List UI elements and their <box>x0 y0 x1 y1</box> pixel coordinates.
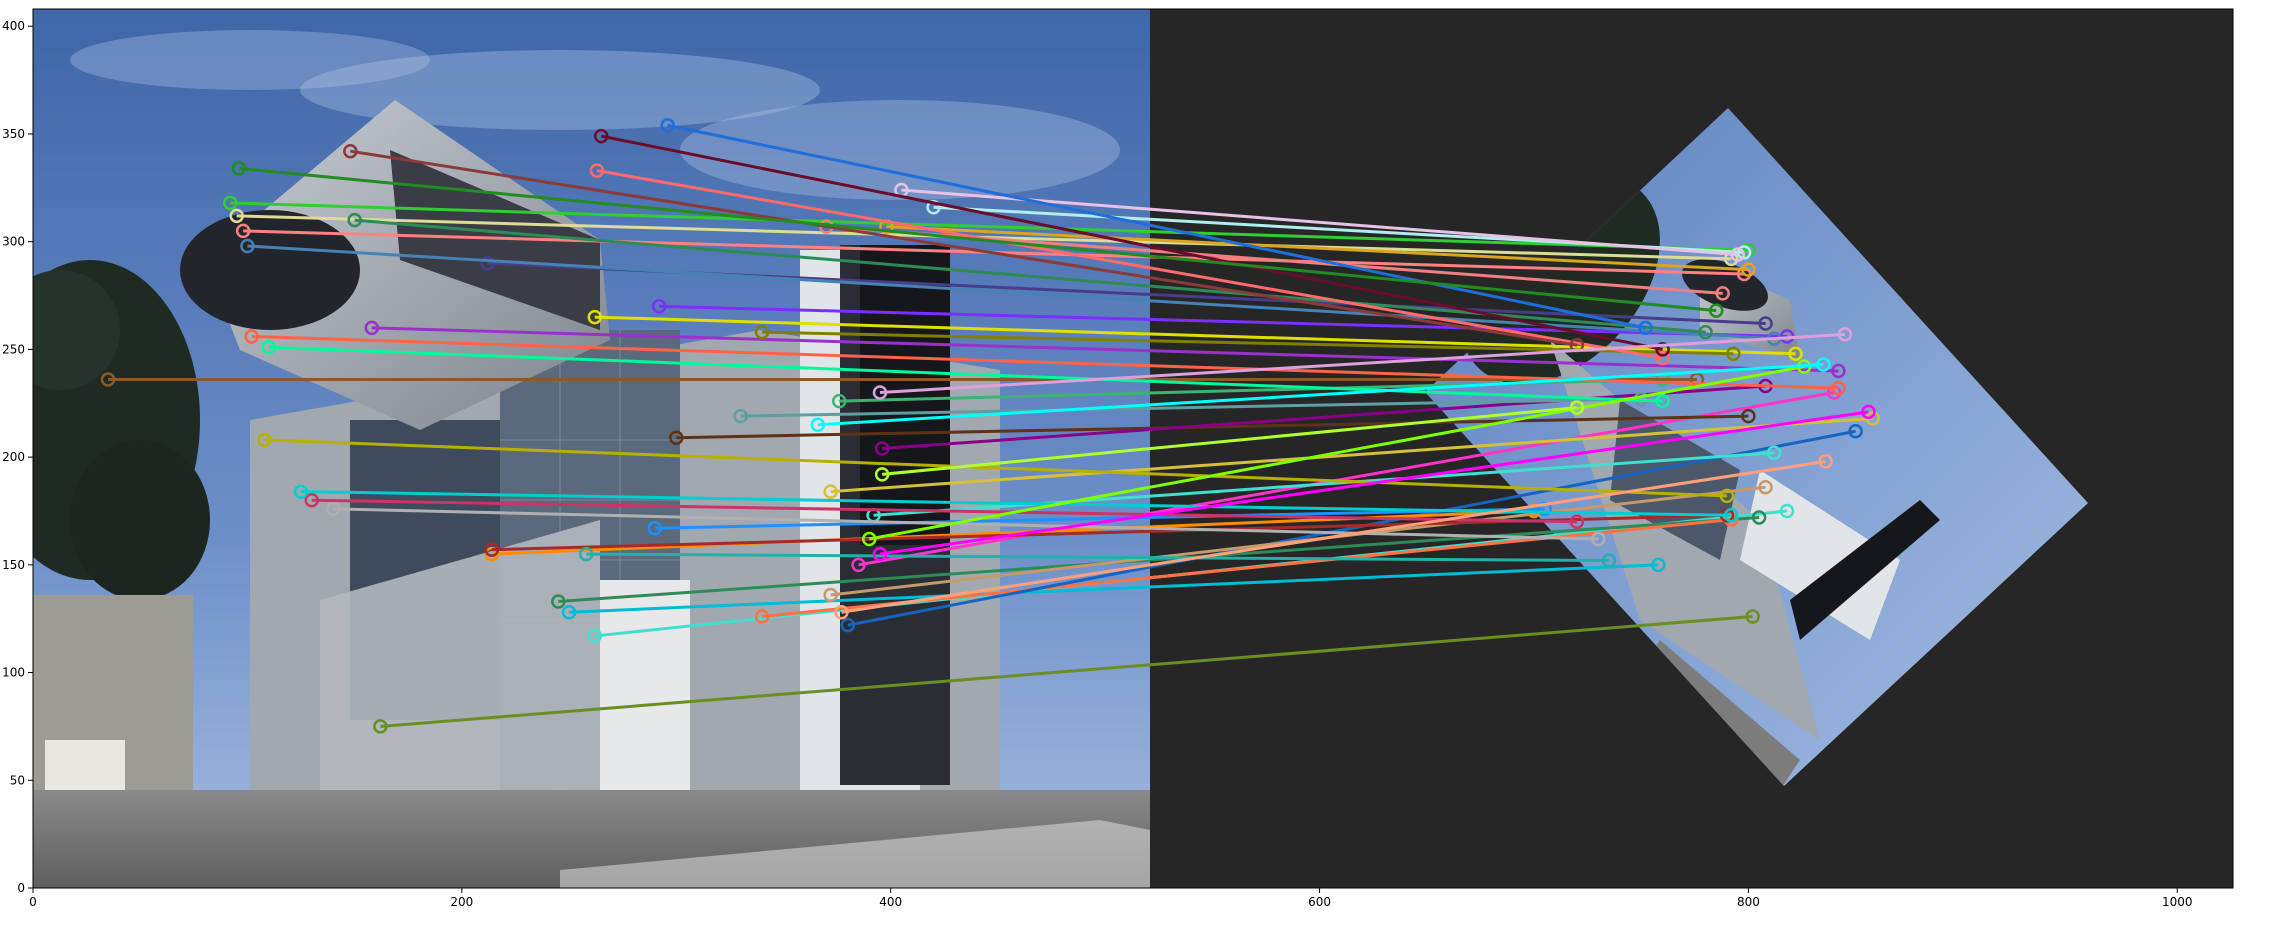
y-tick-label-8: 400 <box>2 19 25 33</box>
x-tick-label-2: 400 <box>879 895 902 909</box>
y-tick-label-2: 100 <box>2 666 25 680</box>
x-tick-label-5: 1000 <box>2162 895 2193 909</box>
y-tick-label-4: 200 <box>2 450 25 464</box>
x-tick-label-1: 200 <box>450 895 473 909</box>
y-tick-label-6: 300 <box>2 235 25 249</box>
x-axis-ticks: 0 200 400 600 800 1000 <box>29 888 2192 909</box>
y-axis-ticks: 0 50 100 150 200 250 300 350 400 <box>2 19 33 895</box>
y-tick-label-0: 0 <box>17 881 25 895</box>
x-tick-label-3: 600 <box>1308 895 1331 909</box>
y-tick-label-3: 150 <box>2 558 25 572</box>
x-tick-label-4: 800 <box>1737 895 1760 909</box>
y-tick-label-5: 250 <box>2 342 25 356</box>
y-tick-label-7: 350 <box>2 127 25 141</box>
x-tick-label-0: 0 <box>29 895 37 909</box>
y-tick-label-1: 50 <box>10 773 25 787</box>
left-photo <box>0 9 1150 888</box>
